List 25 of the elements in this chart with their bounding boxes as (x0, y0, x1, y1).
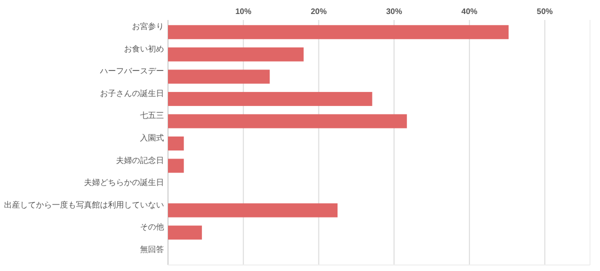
x-tick-label: 20% (310, 7, 327, 16)
bar (168, 92, 372, 106)
y-tick-label: その他 (140, 222, 164, 232)
y-tick-label: お食い初め (124, 44, 164, 54)
y-tick-label: 出産してから一度も写真館は利用していない (4, 200, 164, 210)
bar (168, 70, 270, 84)
bar (168, 136, 184, 150)
x-tick-label: 10% (235, 7, 252, 16)
y-tick-label: 夫婦の記念日 (116, 156, 164, 165)
bar (168, 158, 184, 173)
x-tick-label: 40% (461, 7, 478, 16)
y-tick-label: 無回答 (140, 244, 164, 254)
y-tick-label: 七五三 (140, 111, 164, 120)
bar (168, 114, 407, 128)
y-tick-label: お宮参り (132, 22, 164, 32)
y-tick-label: 入園式 (140, 134, 164, 142)
bar (168, 203, 338, 218)
bar (168, 47, 304, 62)
bar (168, 226, 202, 240)
x-tick-label: 30% (386, 7, 402, 16)
y-tick-label: ハーフバースデー (99, 66, 164, 76)
y-tick-label: 夫婦どちらかの誕生日 (84, 178, 164, 188)
x-tick-label: 50% (536, 7, 553, 16)
y-tick-label: お子さんの誕生日 (100, 88, 164, 98)
bar (168, 25, 509, 40)
